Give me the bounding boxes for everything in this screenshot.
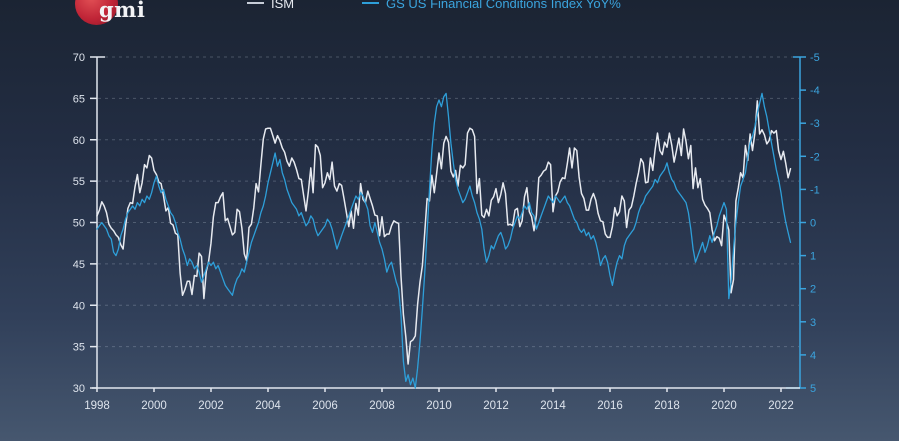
x-axis-tick-label: 2016 — [597, 400, 623, 412]
gmi-logo-text: gmi — [99, 0, 146, 22]
left-axis-tick-label: 65 — [73, 93, 85, 105]
right-axis-tick-label: 5 — [810, 383, 816, 395]
chart-legend: ISM GS US Financial Conditions Index YoY… — [0, 0, 899, 12]
left-axis-tick-label: 55 — [73, 176, 85, 188]
left-axis-tick-label: 50 — [73, 218, 85, 230]
legend-item-ism: ISM — [247, 0, 294, 12]
x-axis-tick-label: 2002 — [198, 400, 224, 412]
right-axis-tick-label: -1 — [810, 184, 820, 196]
x-axis-tick-label: 2014 — [540, 400, 566, 412]
right-axis-tick-label: -4 — [810, 85, 820, 97]
left-axis-tick-label: 35 — [73, 342, 85, 354]
x-axis-tick-label: 2004 — [255, 400, 281, 412]
left-axis-tick-label: 40 — [73, 300, 85, 312]
x-axis-tick-label: 2000 — [141, 400, 167, 412]
gmi-logo: gmi — [75, 0, 215, 25]
left-axis-tick-label: 70 — [73, 52, 85, 64]
legend-item-fci: GS US Financial Conditions Index YoY% — [362, 0, 621, 12]
right-axis-tick-label: 2 — [810, 284, 816, 296]
x-axis-tick-label: 2008 — [369, 400, 395, 412]
right-axis-tick-label: 0 — [810, 218, 816, 230]
right-axis-tick-label: 4 — [810, 350, 816, 362]
x-axis-tick-label: 2018 — [654, 400, 680, 412]
x-axis-tick-label: 2012 — [483, 400, 509, 412]
ism-legend-line-icon — [247, 2, 264, 4]
left-axis-tick-label: 60 — [73, 135, 85, 147]
left-axis-tick-label: 45 — [73, 259, 85, 271]
right-axis-tick-label: 3 — [810, 317, 816, 329]
right-axis-tick-label: -3 — [810, 118, 820, 130]
left-axis-tick-label: 30 — [73, 383, 85, 395]
fci-line — [96, 92, 792, 389]
fci-legend-line-icon — [362, 2, 379, 4]
ism-legend-label: ISM — [271, 0, 295, 11]
ism-line — [96, 100, 792, 365]
right-axis-tick-label: -5 — [810, 52, 820, 64]
right-axis-tick-label: -2 — [810, 151, 820, 163]
x-axis-tick-label: 1998 — [84, 400, 110, 412]
x-axis-tick-label: 2020 — [711, 400, 737, 412]
x-axis-tick-label: 2010 — [426, 400, 452, 412]
right-axis-tick-label: 1 — [810, 251, 816, 263]
x-axis-tick-label: 2022 — [768, 400, 794, 412]
fci-legend-label: GS US Financial Conditions Index YoY% — [386, 0, 621, 11]
x-axis-tick-label: 2006 — [312, 400, 338, 412]
